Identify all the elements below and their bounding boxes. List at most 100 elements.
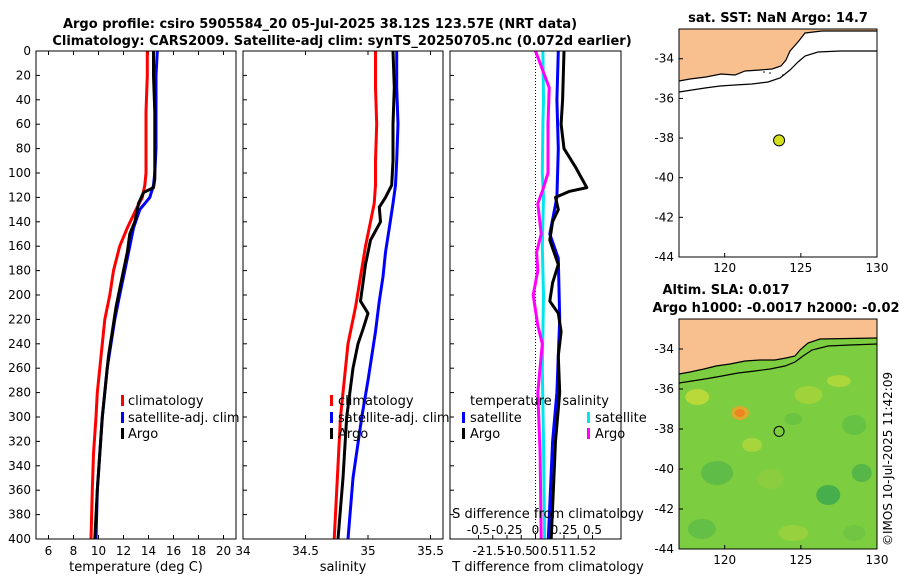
sla-patch [826, 375, 851, 387]
legend-swatch-satellite [121, 412, 124, 423]
series-line-climatology [332, 51, 379, 539]
legend-swatch-s-argo [587, 428, 590, 439]
series-line-temperature-argo [548, 51, 589, 539]
depth-tick-label: 0 [23, 44, 31, 58]
depth-contour [679, 50, 877, 93]
lon-tick-label: 120 [713, 261, 736, 275]
legend-swatch-climatology [330, 395, 333, 406]
temperature-legend: climatology satellite-adj. clim Argo [121, 394, 240, 442]
series-line-salinity-satellite [540, 51, 547, 539]
sla-patch [843, 525, 866, 541]
legend-label-argo: Argo [128, 427, 158, 442]
legend-swatch-s-satellite [587, 412, 590, 423]
x-tick-label: 35 [360, 544, 375, 558]
depth-axis: 0 20 40 60 80 100 120 140 160 180 200 220 240 260 280 3… [8, 44, 454, 546]
sla-patch [851, 464, 872, 482]
depth-tick-label: 220 [8, 312, 31, 326]
x-tick-label: -2 [473, 544, 485, 558]
legend-swatch-argo [121, 428, 124, 439]
salinity-legend: climatology satellite-adj. clim Argo [330, 394, 450, 442]
sla-patch [687, 519, 716, 539]
island-dots [763, 71, 784, 76]
depth-tick-label: 180 [8, 264, 31, 278]
depth-tick-label: 160 [8, 239, 31, 253]
figure-title-line2: Climatology: CARS2009. Satellite-adj cli… [52, 34, 631, 49]
x-tick-label: 8 [70, 544, 78, 558]
t-difference-x-axis: -2-1.5-1-0.50 0.5 1 1.5 2 [473, 535, 596, 558]
series-line-argo [93, 51, 157, 539]
salinity-x-label: salinity [320, 560, 367, 575]
lat-tick-label: -44 [654, 250, 674, 264]
legend-label-climatology: climatology [338, 394, 414, 409]
sla-map-axes: 120 125 130 -34 -36 -38 -40 -42 -44 [654, 342, 888, 567]
sla-map-box [678, 318, 878, 550]
sla-anomaly-patches [685, 375, 872, 541]
salinity-x-axis: 34 34.5 35 35.5 [235, 51, 444, 558]
lon-tick-label: 130 [866, 553, 889, 567]
coastline [679, 30, 877, 82]
series-line-climatology [89, 51, 149, 539]
series-line-satellite-adj-clim [346, 51, 400, 539]
temperature-x-label: temperature (deg C) [69, 560, 203, 575]
figure-title-line1: Argo profile: csiro 5905584_20 05-Jul-20… [63, 17, 577, 32]
argo-float-marker [773, 134, 786, 147]
t-difference-x-label: T difference from climatology [451, 560, 644, 575]
depth-tick-label: 80 [16, 142, 31, 156]
temperature-axes-box [35, 50, 237, 540]
sst-map-title: sat. SST: NaN Argo: 14.7 [688, 11, 868, 26]
series-line-temperature-satellite [546, 51, 562, 539]
imos-watermark: ©IMOS 10-Jul-2025 11:42:09 [881, 372, 895, 546]
sla-map-title-line1: Altim. SLA: 0.017 [663, 283, 790, 298]
x-tick-label: 6 [45, 544, 53, 558]
lat-tick-label: -44 [654, 542, 674, 556]
land-mass [679, 29, 877, 81]
sst-map-panel: sat. SST: NaN Argo: 14.7 120 125 130 -34 -36… [654, 11, 888, 275]
sst-map-box [678, 28, 878, 258]
series-line-salinity-argo [531, 51, 551, 539]
x-tick-label: 1.5 [569, 544, 588, 558]
s-difference-tick-label: 0.25 [551, 523, 578, 537]
depth-tick-label: 60 [16, 117, 31, 131]
legend-label-satellite: satellite-adj. clim [338, 411, 450, 426]
lon-tick-label: 125 [789, 261, 812, 275]
depth-tick-label: 100 [8, 166, 31, 180]
temperature-lines [89, 51, 159, 539]
sla-patch [784, 413, 803, 425]
x-tick-label: 0 [532, 544, 540, 558]
sla-patch [778, 525, 809, 541]
depth-tick-label: 120 [8, 190, 31, 204]
series-line-argo [336, 51, 396, 539]
sla-patch [842, 415, 867, 435]
lat-tick-label: -38 [654, 422, 674, 436]
x-tick-label: 0.5 [540, 544, 559, 558]
depth-tick-label: 380 [8, 508, 31, 522]
sla-patch [757, 469, 784, 489]
salinity-axes-box [242, 50, 444, 540]
x-tick-label: 35.5 [417, 544, 444, 558]
lon-tick-label: 125 [789, 553, 812, 567]
depth-tick-label: 320 [8, 434, 31, 448]
x-tick-label: 1 [560, 544, 568, 558]
argo-float-marker [773, 425, 785, 437]
depth-tick-label: 300 [8, 410, 31, 424]
legend-swatch-argo [330, 428, 333, 439]
legend-swatch-t-satellite [462, 412, 465, 423]
depth-tick-label: 260 [8, 361, 31, 375]
depth-tick-label: 20 [16, 68, 31, 82]
x-tick-label: 18 [191, 544, 206, 558]
depth-tick-label: 200 [8, 288, 31, 302]
sla-patch [701, 461, 734, 485]
sla-patch [685, 389, 710, 405]
legend-label-s-argo: Argo [595, 427, 625, 442]
x-tick-label: 14 [141, 544, 156, 558]
difference-legend-temperature: temperature satellite Argo [462, 394, 552, 442]
sla-map-title-line2: Argo h1000: -0.0017 h2000: -0.02 [652, 301, 899, 316]
legend-label-s-satellite: satellite [595, 411, 647, 426]
sla-patch [742, 438, 763, 452]
difference-panel: -2-1.5-1-0.50 0.5 1 1.5 2 -0.5 -0.25 0 0.25 0.5 … [449, 50, 647, 575]
sla-patch [734, 409, 745, 417]
difference-legend-salinity: salinity satellite Argo [562, 394, 646, 442]
legend-label-satellite: satellite-adj. clim [128, 411, 240, 426]
legend-swatch-climatology [121, 395, 124, 406]
